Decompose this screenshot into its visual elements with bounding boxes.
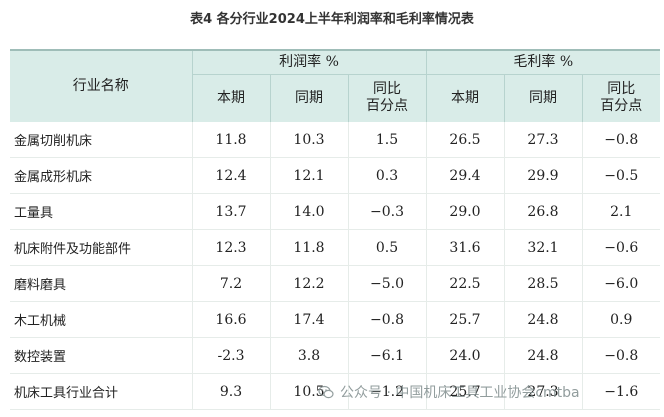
cell-name: 机床工具行业合计	[10, 373, 193, 410]
cell-p-pri: 12.2	[270, 265, 349, 302]
cell-g-cur: 26.5	[426, 122, 505, 158]
cell-g-cur: 25.7	[426, 373, 505, 410]
header-yoy-line1: 同比	[607, 81, 636, 98]
header-yoy-line1: 同比	[373, 81, 401, 98]
cell-p-yoy: −6.1	[348, 337, 427, 374]
watermark: 公众号 · 中国机床工具工业协会cmtba	[318, 381, 663, 403]
cell-p-cur: -2.3	[192, 337, 271, 374]
cell-name: 数控装置	[10, 337, 193, 374]
cell-name: 工量具	[10, 193, 193, 230]
cell-p-cur: 9.3	[192, 373, 271, 410]
table-row: 数控装置 -2.3 3.8 −6.1 24.0 24.8 −0.8	[10, 337, 661, 374]
header-yoy-line2: 百分点	[600, 98, 643, 115]
cell-p-cur: 13.7	[192, 193, 271, 230]
table-row: 磨料磨具 7.2 12.2 −5.0 22.5 28.5 −6.0	[10, 265, 661, 302]
cell-p-pri: 11.8	[270, 229, 349, 266]
table-row: 工量具 13.7 14.0 −0.3 29.0 26.8 2.1	[10, 193, 661, 230]
cell-p-pri: 12.1	[270, 157, 349, 194]
cell-g-yoy: −0.5	[582, 157, 661, 194]
header-profit-yoy: 同比 百分点	[348, 73, 427, 122]
cell-g-yoy: −1.6	[582, 373, 661, 410]
header-industry: 行业名称	[10, 49, 193, 122]
cell-g-cur: 24.0	[426, 337, 505, 374]
cell-name: 木工机械	[10, 301, 193, 338]
cell-g-yoy: −0.8	[582, 337, 661, 374]
cell-p-yoy: 1.5	[348, 122, 427, 158]
cell-g-pri: 28.5	[504, 265, 583, 302]
table-title: 表4 各分行业2024上半年利润率和毛利率情况表	[190, 12, 474, 27]
cell-p-cur: 7.2	[192, 265, 271, 302]
table-row: 金属切削机床 11.8 10.3 1.5 26.5 27.3 −0.8	[10, 122, 661, 158]
cell-p-pri: 17.4	[270, 301, 349, 338]
cell-p-pri: 14.0	[270, 193, 349, 230]
cell-name: 金属成形机床	[10, 157, 193, 194]
header-yoy-line2: 百分点	[366, 98, 408, 115]
table-row: 金属成形机床 12.4 12.1 0.3 29.4 29.9 −0.5	[10, 157, 661, 194]
cell-g-cur: 29.4	[426, 157, 505, 194]
cell-g-yoy: −0.8	[582, 122, 661, 158]
cell-g-yoy: 2.1	[582, 193, 661, 230]
cell-g-yoy: −0.6	[582, 229, 661, 266]
cell-p-yoy: −0.3	[348, 193, 427, 230]
cell-p-cur: 12.4	[192, 157, 271, 194]
header-profit-current: 本期	[192, 73, 271, 122]
cell-p-pri: 10.5	[270, 373, 349, 410]
cell-g-pri: 27.3	[504, 373, 583, 410]
cell-g-pri: 29.9	[504, 157, 583, 194]
cell-name: 机床附件及功能部件	[10, 229, 193, 266]
cell-p-yoy: −0.8	[348, 301, 427, 338]
header-gross-yoy: 同比 百分点	[582, 73, 661, 122]
cell-g-cur: 22.5	[426, 265, 505, 302]
cell-p-cur: 12.3	[192, 229, 271, 266]
cell-p-pri: 10.3	[270, 122, 349, 158]
cell-name: 金属切削机床	[10, 122, 193, 158]
watermark-text: 公众号 · 中国机床工具工业协会cmtba	[340, 385, 580, 401]
cell-g-pri: 27.3	[504, 122, 583, 158]
header-gross-margin: 毛利率 %	[426, 49, 661, 74]
header-gross-current: 本期	[426, 73, 505, 122]
cell-g-cur: 31.6	[426, 229, 505, 266]
header-profit-rate: 利润率 %	[192, 49, 427, 74]
cell-g-pri: 26.8	[504, 193, 583, 230]
table-row: 机床附件及功能部件 12.3 11.8 0.5 31.6 32.1 −0.6	[10, 229, 661, 266]
wechat-icon	[318, 384, 334, 400]
cell-g-pri: 24.8	[504, 337, 583, 374]
table-row: 机床工具行业合计 9.3 10.5 −1.2 25.7 27.3 −1.6	[10, 373, 661, 410]
cell-p-yoy: −5.0	[348, 265, 427, 302]
cell-p-yoy: −1.2	[348, 373, 427, 410]
cell-g-cur: 29.0	[426, 193, 505, 230]
cell-p-yoy: 0.5	[348, 229, 427, 266]
cell-g-pri: 32.1	[504, 229, 583, 266]
header-gross-prior: 同期	[504, 73, 583, 122]
cell-g-yoy: 0.9	[582, 301, 661, 338]
cell-name: 磨料磨具	[10, 265, 193, 302]
header-profit-prior: 同期	[270, 73, 349, 122]
cell-p-cur: 11.8	[192, 122, 271, 158]
cell-p-yoy: 0.3	[348, 157, 427, 194]
cell-p-cur: 16.6	[192, 301, 271, 338]
cell-g-pri: 24.8	[504, 301, 583, 338]
cell-g-yoy: −6.0	[582, 265, 661, 302]
cell-g-cur: 25.7	[426, 301, 505, 338]
table-body: 金属切削机床 11.8 10.3 1.5 26.5 27.3 −0.8 金属成形机床 12.4 1…	[10, 122, 661, 410]
cell-p-pri: 3.8	[270, 337, 349, 374]
profit-margin-table: 行业名称 利润率 % 毛利率 % 本期 同期 同比 百分点 本期 同期 同比 百…	[10, 49, 661, 410]
table-row: 木工机械 16.6 17.4 −0.8 25.7 24.8 0.9	[10, 301, 661, 338]
